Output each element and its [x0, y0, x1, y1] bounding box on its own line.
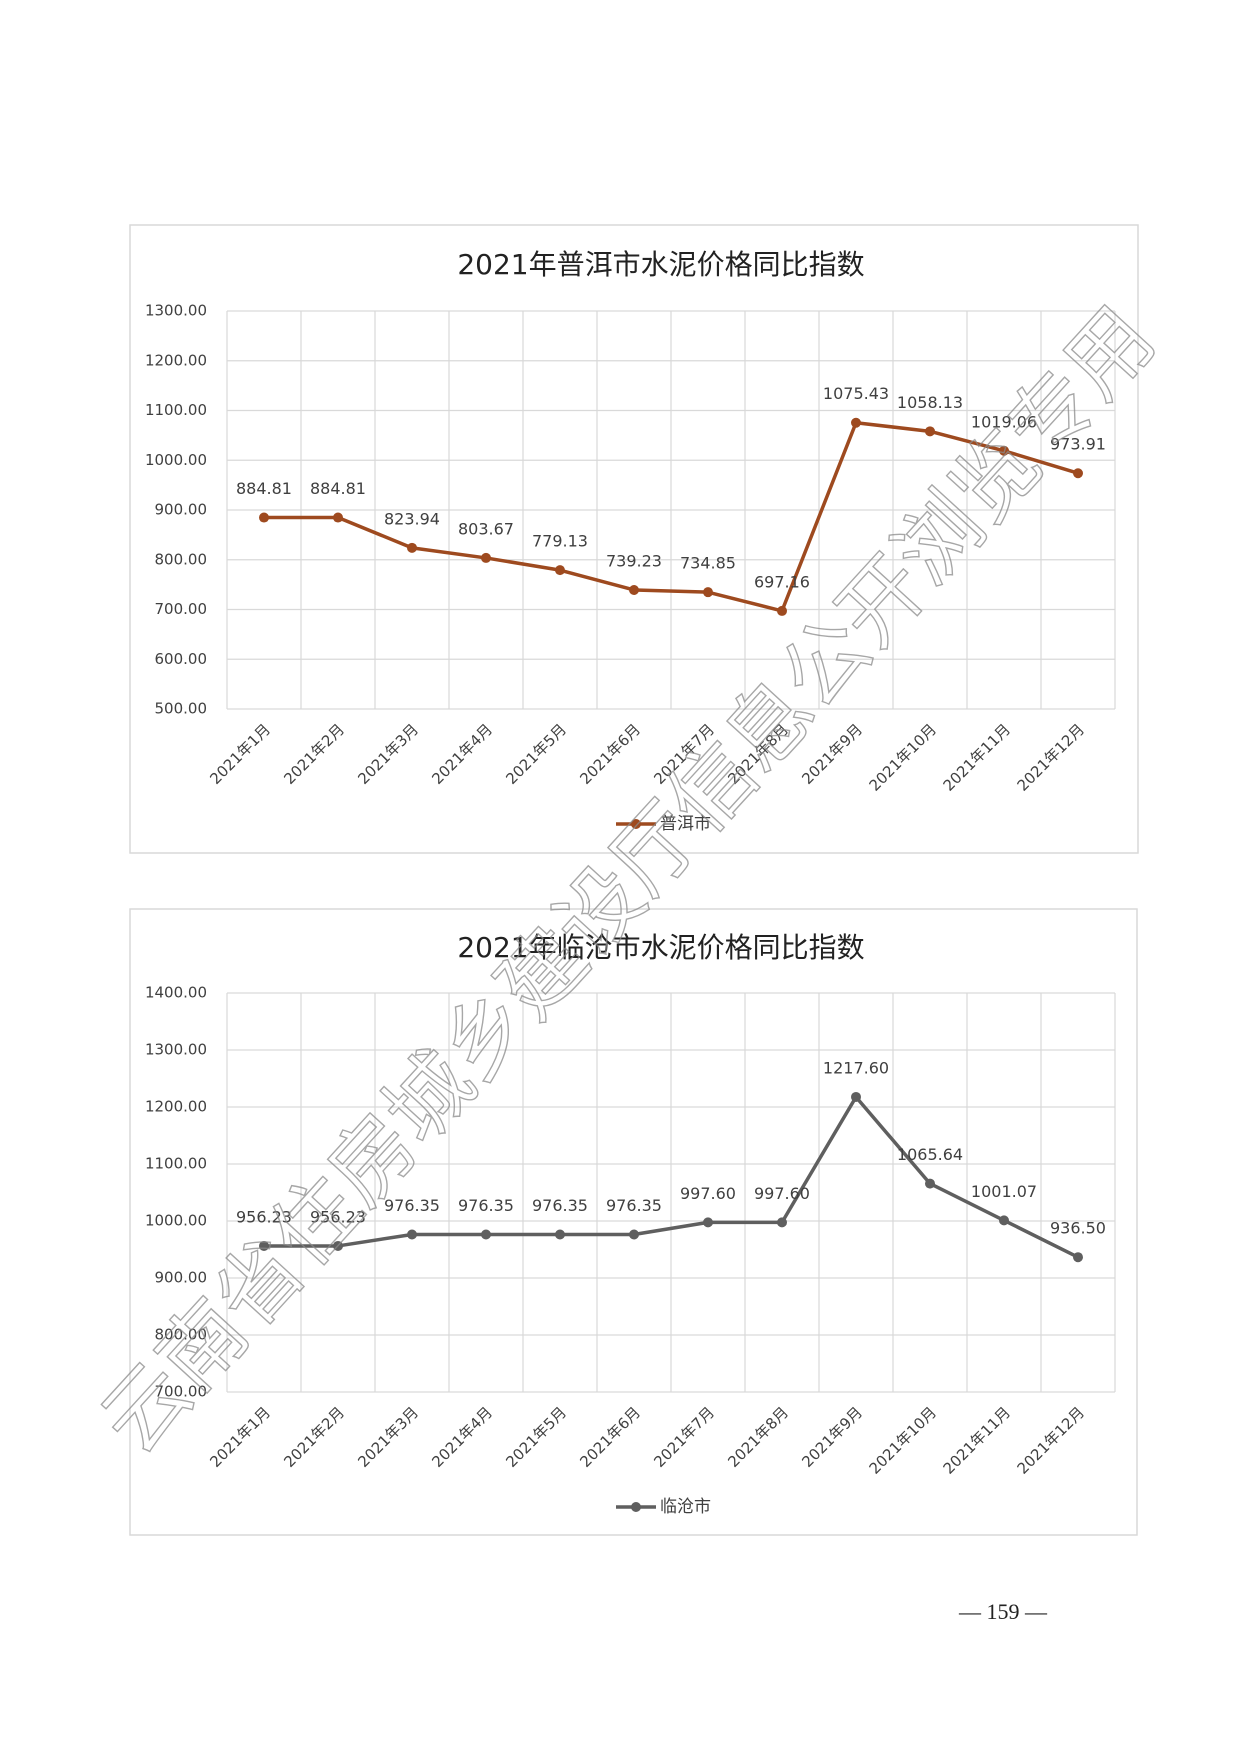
- data-point: [1073, 468, 1083, 479]
- y-tick-label: 800.00: [155, 550, 208, 568]
- y-tick-label: 1400.00: [145, 984, 207, 1002]
- data-label: 976.35: [532, 1196, 588, 1215]
- y-tick-label: 900.00: [155, 1269, 208, 1287]
- y-tick-label: 700.00: [155, 1383, 208, 1401]
- data-label: 997.60: [754, 1184, 810, 1203]
- y-tick-label: 1000.00: [145, 451, 207, 469]
- data-label: 1217.60: [823, 1058, 889, 1077]
- data-point: [925, 426, 935, 437]
- x-tick-label: 2021年1月: [206, 720, 274, 788]
- data-label: 884.81: [310, 479, 366, 498]
- x-tick-label: 2021年8月: [724, 1403, 792, 1471]
- chart-title: 2021年普洱市水泥价格同比指数: [457, 248, 864, 281]
- legend-marker: [631, 1502, 641, 1512]
- data-point: [629, 584, 639, 595]
- page-number: — 159 —: [958, 1599, 1048, 1624]
- x-tick-label: 2021年6月: [576, 720, 644, 788]
- data-label: 734.85: [680, 554, 736, 573]
- x-tick-label: 2021年5月: [502, 720, 570, 788]
- chart-frame: [129, 908, 1138, 1536]
- x-tick-label: 2021年5月: [502, 1403, 570, 1471]
- y-tick-label: 800.00: [155, 1326, 208, 1344]
- x-tick-label: 2021年11月: [940, 1403, 1014, 1477]
- data-label: 884.81: [236, 479, 292, 498]
- y-tick-label: 1000.00: [145, 1212, 207, 1230]
- data-point: [407, 542, 417, 553]
- x-tick-label: 2021年9月: [798, 1403, 866, 1471]
- legend-label: 临沧市: [660, 1497, 711, 1517]
- data-label: 956.23: [310, 1207, 366, 1226]
- data-point: [481, 552, 491, 563]
- data-point: [407, 1229, 417, 1240]
- data-label: 1001.07: [971, 1182, 1037, 1201]
- x-tick-label: 2021年2月: [280, 720, 348, 788]
- x-tick-label: 2021年4月: [428, 720, 496, 788]
- data-label: 823.94: [384, 509, 440, 528]
- data-point: [851, 1091, 861, 1102]
- chart-frame: [129, 224, 1139, 854]
- data-point: [555, 565, 565, 576]
- data-point: [333, 512, 343, 523]
- data-label: 697.16: [754, 572, 810, 591]
- data-point: [259, 512, 269, 523]
- y-tick-label: 900.00: [155, 501, 208, 519]
- data-label: 976.35: [384, 1196, 440, 1215]
- x-tick-label: 2021年11月: [940, 720, 1014, 794]
- y-tick-label: 1200.00: [145, 351, 207, 369]
- x-tick-label: 2021年3月: [354, 720, 422, 788]
- y-tick-label: 1300.00: [145, 302, 207, 320]
- x-tick-label: 2021年6月: [576, 1403, 644, 1471]
- data-label: 973.91: [1050, 435, 1106, 454]
- data-label: 1065.64: [897, 1145, 963, 1164]
- x-tick-label: 2021年1月: [206, 1403, 274, 1471]
- data-point: [925, 1178, 935, 1189]
- data-label: 1019.06: [971, 412, 1037, 431]
- x-tick-label: 2021年10月: [866, 720, 940, 794]
- y-tick-label: 500.00: [155, 700, 208, 718]
- x-tick-label: 2021年7月: [650, 1403, 718, 1471]
- data-point: [555, 1229, 565, 1240]
- data-label: 936.50: [1050, 1219, 1106, 1238]
- data-label: 976.35: [458, 1196, 514, 1215]
- data-label: 1075.43: [823, 384, 889, 403]
- data-point: [259, 1240, 269, 1251]
- data-label: 997.60: [680, 1184, 736, 1203]
- data-point: [481, 1229, 491, 1240]
- y-tick-label: 1200.00: [145, 1098, 207, 1116]
- data-point: [999, 1215, 1009, 1226]
- y-tick-label: 600.00: [155, 650, 208, 668]
- y-tick-label: 1100.00: [145, 401, 207, 419]
- data-point: [777, 605, 787, 616]
- data-label: 779.13: [532, 532, 588, 551]
- watermark: 云南省住房城乡建设厅信息公开浏览专用: [82, 289, 1174, 1472]
- data-label: 739.23: [606, 551, 662, 570]
- data-point: [333, 1240, 343, 1251]
- x-tick-label: 2021年12月: [1014, 720, 1088, 794]
- x-tick-label: 2021年3月: [354, 1403, 422, 1471]
- y-tick-label: 1100.00: [145, 1155, 207, 1173]
- data-line: [264, 420, 1079, 613]
- data-point: [703, 587, 713, 598]
- data-point: [703, 1217, 713, 1228]
- x-tick-label: 2021年12月: [1014, 1403, 1088, 1477]
- data-point: [851, 417, 861, 428]
- x-tick-label: 2021年2月: [280, 1403, 348, 1471]
- data-point: [999, 445, 1009, 456]
- data-label: 976.35: [606, 1196, 662, 1215]
- y-tick-label: 1300.00: [145, 1041, 207, 1059]
- data-point: [777, 1217, 787, 1228]
- data-label: 956.23: [236, 1207, 292, 1226]
- x-tick-label: 2021年10月: [866, 1403, 940, 1477]
- legend-label: 普洱市: [660, 814, 711, 834]
- y-tick-label: 700.00: [155, 600, 208, 618]
- data-line: [264, 1095, 1079, 1259]
- chart-title: 2021年临沧市水泥价格同比指数: [457, 931, 864, 964]
- data-point: [629, 1229, 639, 1240]
- legend-marker: [631, 819, 641, 829]
- data-label: 803.67: [458, 519, 514, 538]
- data-point: [1073, 1252, 1083, 1263]
- x-tick-label: 2021年4月: [428, 1403, 496, 1471]
- data-label: 1058.13: [897, 393, 963, 412]
